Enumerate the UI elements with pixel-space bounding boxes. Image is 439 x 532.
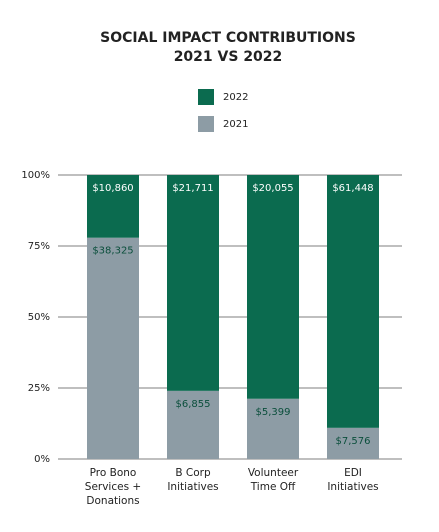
chart-title: SOCIAL IMPACT CONTRIBUTIONS bbox=[100, 30, 356, 46]
bar-segment bbox=[167, 175, 219, 391]
y-tick-label: 75% bbox=[28, 241, 50, 252]
data-label: $38,325 bbox=[92, 246, 133, 257]
data-label: $21,711 bbox=[172, 183, 213, 194]
chart-subtitle: 2021 VS 2022 bbox=[174, 49, 283, 65]
data-label: $61,448 bbox=[332, 183, 373, 194]
data-label: $20,055 bbox=[252, 183, 293, 194]
bar-segment bbox=[327, 427, 379, 459]
x-tick-label: EDI Initiatives bbox=[327, 467, 379, 493]
y-tick-label: 100% bbox=[21, 170, 50, 181]
x-tick-label: B Corp Initiatives bbox=[167, 467, 219, 493]
legend-label: 2022 bbox=[223, 92, 248, 103]
bar-segment bbox=[87, 175, 139, 238]
x-tick-label: Volunteer Time Off bbox=[247, 467, 299, 493]
legend-label: 2021 bbox=[223, 119, 248, 130]
y-tick-label: 0% bbox=[34, 454, 50, 465]
bar-segment bbox=[87, 237, 139, 459]
x-tick-label: Pro Bono Services + Donations bbox=[84, 467, 142, 507]
bar-segment bbox=[247, 175, 299, 399]
y-tick-label: 50% bbox=[28, 312, 50, 323]
y-tick-label: 25% bbox=[28, 383, 50, 394]
legend-swatch bbox=[198, 89, 214, 105]
bar-segment bbox=[167, 390, 219, 459]
data-label: $7,576 bbox=[336, 436, 371, 447]
legend-swatch bbox=[198, 116, 214, 132]
bar-segment bbox=[247, 398, 299, 459]
data-label: $6,855 bbox=[176, 399, 211, 410]
data-label: $5,399 bbox=[256, 407, 291, 418]
data-label: $10,860 bbox=[92, 183, 133, 194]
bar-segment bbox=[327, 175, 379, 428]
